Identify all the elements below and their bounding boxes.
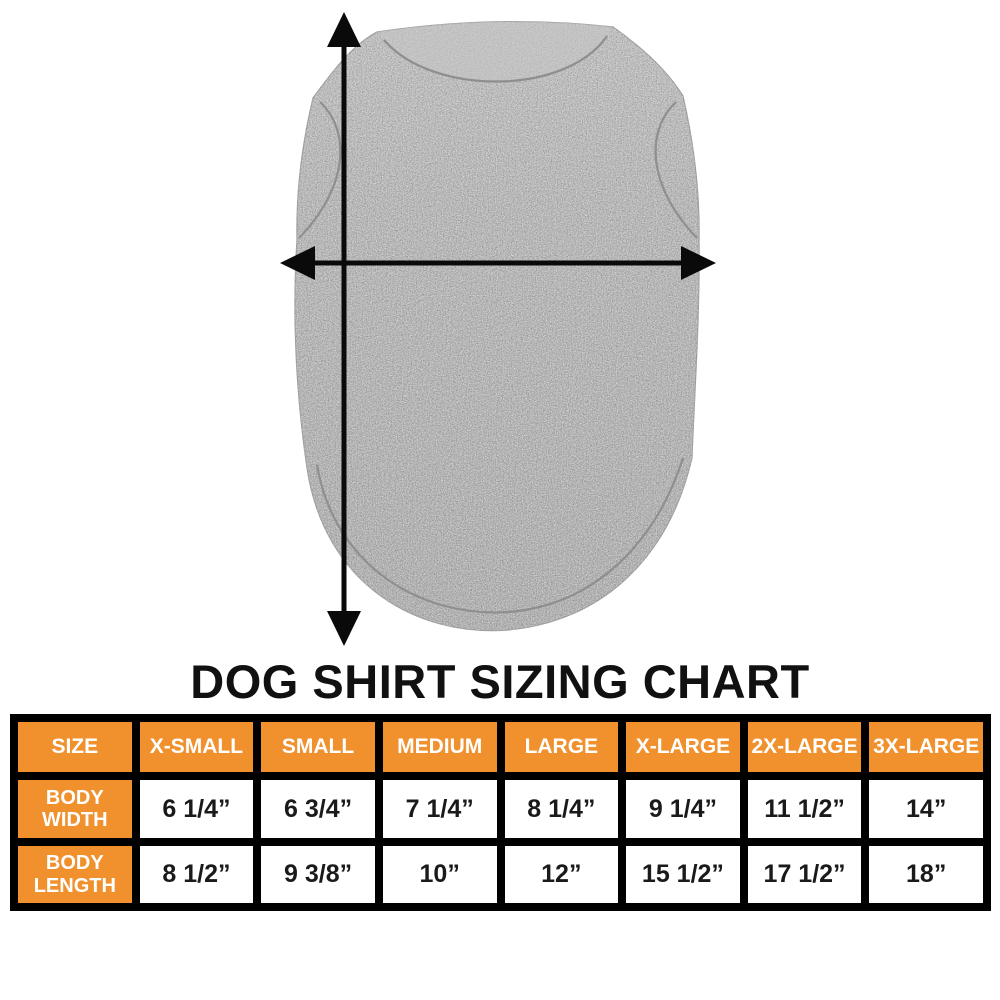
- header-medium: MEDIUM: [382, 722, 497, 772]
- row-label-body-width: BODY WIDTH: [18, 780, 132, 838]
- body-length-x-large: 15 1/2”: [626, 846, 740, 903]
- sizing-table: SIZE X-SMALL SMALL MEDIUM LARGE X-LARGE …: [10, 714, 991, 911]
- table-row-body-length: BODY LENGTH 8 1/2” 9 3/8” 10” 12” 15 1/2…: [18, 846, 983, 903]
- body-length-small: 9 3/8”: [261, 846, 375, 903]
- header-x-small: X-SMALL: [139, 722, 254, 772]
- header-large: LARGE: [504, 722, 619, 772]
- header-2x-large: 2X-LARGE: [747, 722, 862, 772]
- shirt-seams: [298, 35, 698, 614]
- body-width-x-large: 9 1/4”: [626, 780, 740, 838]
- body-width-2x-large: 11 1/2”: [747, 780, 862, 838]
- header-3x-large: 3X-LARGE: [869, 722, 983, 772]
- dog-shirt-image: [280, 12, 716, 646]
- page-title: DOG SHIRT SIZING CHART: [190, 655, 810, 708]
- header-size: SIZE: [18, 722, 132, 772]
- row-label-body-length: BODY LENGTH: [18, 846, 132, 903]
- body-width-3x-large: 14”: [869, 780, 983, 838]
- shirt-collar: [377, 21, 613, 82]
- body-length-3x-large: 18”: [869, 846, 983, 903]
- body-length-large: 12”: [504, 846, 619, 903]
- body-width-large: 8 1/4”: [504, 780, 619, 838]
- body-width-small: 6 3/4”: [261, 780, 375, 838]
- header-small: SMALL: [261, 722, 375, 772]
- table-row-body-width: BODY WIDTH 6 1/4” 6 3/4” 7 1/4” 8 1/4” 9…: [18, 780, 983, 838]
- table-header-row: SIZE X-SMALL SMALL MEDIUM LARGE X-LARGE …: [18, 722, 983, 772]
- body-width-medium: 7 1/4”: [382, 780, 497, 838]
- body-length-2x-large: 17 1/2”: [747, 846, 862, 903]
- body-width-x-small: 6 1/4”: [139, 780, 254, 838]
- header-x-large: X-LARGE: [626, 722, 740, 772]
- length-arrow-icon: [327, 12, 361, 646]
- body-length-medium: 10”: [382, 846, 497, 903]
- body-length-x-small: 8 1/2”: [139, 846, 254, 903]
- shirt-silhouette: [294, 20, 700, 632]
- width-arrow-icon: [280, 246, 716, 280]
